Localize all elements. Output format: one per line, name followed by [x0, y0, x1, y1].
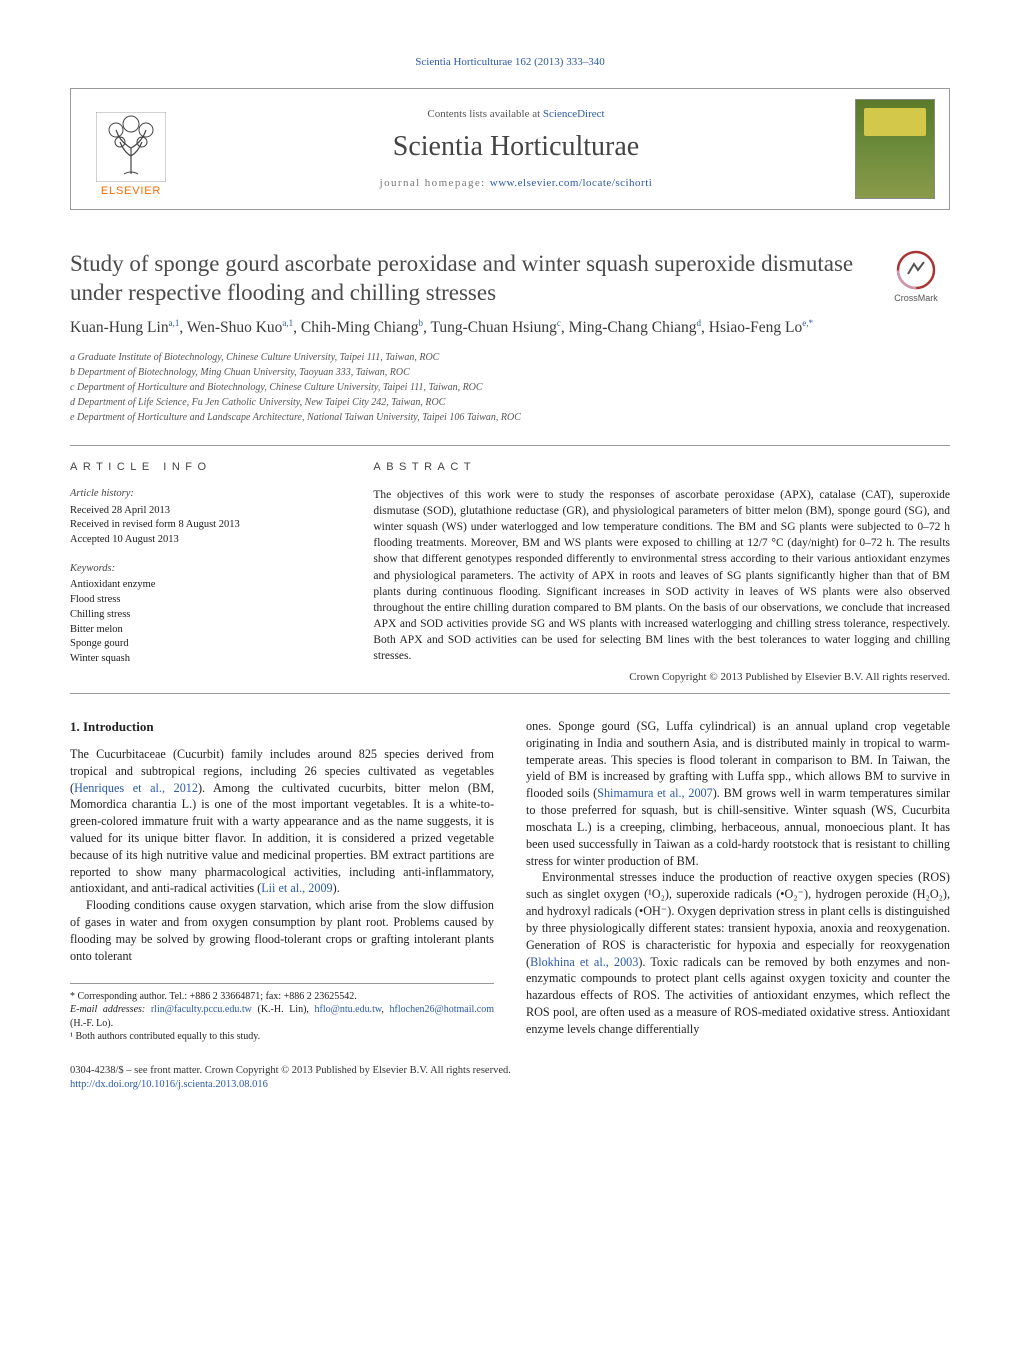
email-who-1: (K.-H. Lin),	[252, 1004, 315, 1015]
body-columns: 1. Introduction The Cucurbitaceae (Cucur…	[70, 718, 950, 1044]
intro-heading: 1. Introduction	[70, 718, 494, 736]
keyword: Winter squash	[70, 652, 341, 667]
keyword: Sponge gourd	[70, 637, 341, 652]
crossmark-icon	[896, 250, 936, 290]
history-line: Received 28 April 2013	[70, 504, 341, 519]
issn-line: 0304-4238/$ – see front matter. Crown Co…	[70, 1064, 950, 1079]
email-line: E-mail addresses: rlin@faculty.pccu.edu.…	[70, 1003, 494, 1030]
intro-p3: ones. Sponge gourd (SG, Luffa cylindrica…	[526, 718, 950, 869]
history-label: Article history:	[70, 487, 341, 502]
body-column-left: 1. Introduction The Cucurbitaceae (Cucur…	[70, 718, 494, 1044]
email-link-1[interactable]: rlin@faculty.pccu.edu.tw	[151, 1004, 252, 1015]
article-info-heading: article info	[70, 460, 341, 475]
affiliation-line: c Department of Horticulture and Biotech…	[70, 381, 950, 395]
contents-available-line: Contents lists available at ScienceDirec…	[195, 107, 837, 122]
divider	[70, 693, 950, 694]
keywords-label: Keywords:	[70, 562, 341, 577]
equal-contribution-note: ¹ Both authors contributed equally to th…	[70, 1030, 494, 1044]
keyword: Chilling stress	[70, 608, 341, 623]
crossmark-label: CrossMark	[894, 292, 938, 304]
journal-cover-thumbnail	[855, 99, 935, 199]
keyword: Flood stress	[70, 593, 341, 608]
affiliation-line: b Department of Biotechnology, Ming Chua…	[70, 366, 950, 380]
email-label: E-mail addresses:	[70, 1004, 151, 1015]
history-line: Accepted 10 August 2013	[70, 533, 341, 548]
affiliation-line: a Graduate Institute of Biotechnology, C…	[70, 351, 950, 365]
paper-page: Scientia Horticulturae 162 (2013) 333–34…	[0, 0, 1020, 1133]
elsevier-tree-icon	[96, 112, 166, 182]
journal-header: ELSEVIER Contents lists available at Sci…	[70, 88, 950, 210]
info-abstract-row: article info Article history: Received 2…	[70, 460, 950, 685]
doi-link[interactable]: http://dx.doi.org/10.1016/j.scienta.2013…	[70, 1079, 268, 1090]
email-who-3: (H.-F. Lo).	[70, 1018, 113, 1029]
keyword: Antioxidant enzyme	[70, 578, 341, 593]
footnotes: * Corresponding author. Tel.: +886 2 336…	[70, 983, 494, 1044]
homepage-line: journal homepage: www.elsevier.com/locat…	[195, 176, 837, 191]
sciencedirect-link[interactable]: ScienceDirect	[543, 108, 605, 120]
email-sep: ,	[381, 1004, 389, 1015]
homepage-link[interactable]: www.elsevier.com/locate/scihorti	[490, 177, 653, 189]
abstract-text: The objectives of this work were to stud…	[373, 487, 950, 664]
abstract-column: abstract The objectives of this work wer…	[373, 460, 950, 685]
journal-reference: Scientia Horticulturae 162 (2013) 333–34…	[70, 55, 950, 70]
article-history-block: Article history: Received 28 April 2013R…	[70, 487, 341, 548]
article-info-column: article info Article history: Received 2…	[70, 460, 341, 685]
elsevier-logo: ELSEVIER	[85, 99, 177, 199]
title-row: Study of sponge gourd ascorbate peroxida…	[70, 250, 950, 308]
crossmark-badge[interactable]: CrossMark	[882, 250, 950, 304]
corresponding-author: * Corresponding author. Tel.: +886 2 336…	[70, 990, 494, 1004]
journal-name: Scientia Horticulturae	[195, 128, 837, 166]
intro-p1: The Cucurbitaceae (Cucurbit) family incl…	[70, 746, 494, 897]
affiliation-line: d Department of Life Science, Fu Jen Cat…	[70, 396, 950, 410]
authors-line: Kuan-Hung Lina,1, Wen-Shuo Kuoa,1, Chih-…	[70, 317, 950, 339]
elsevier-wordmark: ELSEVIER	[101, 184, 161, 199]
abstract-copyright: Crown Copyright © 2013 Published by Else…	[373, 670, 950, 685]
intro-p4: Environmental stresses induce the produc…	[526, 869, 950, 1037]
affiliation-line: e Department of Horticulture and Landsca…	[70, 411, 950, 425]
header-center: Contents lists available at ScienceDirec…	[195, 107, 837, 190]
front-matter-footer: 0304-4238/$ – see front matter. Crown Co…	[70, 1064, 950, 1093]
history-line: Received in revised form 8 August 2013	[70, 518, 341, 533]
abstract-heading: abstract	[373, 460, 950, 475]
homepage-prefix: journal homepage:	[380, 177, 490, 189]
email-link-3[interactable]: hflochen26@hotmail.com	[390, 1004, 494, 1015]
email-link-2[interactable]: hflo@ntu.edu.tw	[315, 1004, 382, 1015]
keyword: Bitter melon	[70, 623, 341, 638]
affiliations: a Graduate Institute of Biotechnology, C…	[70, 351, 950, 425]
body-column-right: ones. Sponge gourd (SG, Luffa cylindrica…	[526, 718, 950, 1044]
article-title: Study of sponge gourd ascorbate peroxida…	[70, 250, 862, 308]
contents-prefix: Contents lists available at	[427, 108, 542, 120]
divider	[70, 445, 950, 446]
intro-p2: Flooding conditions cause oxygen starvat…	[70, 897, 494, 964]
keywords-block: Keywords: Antioxidant enzymeFlood stress…	[70, 562, 341, 667]
